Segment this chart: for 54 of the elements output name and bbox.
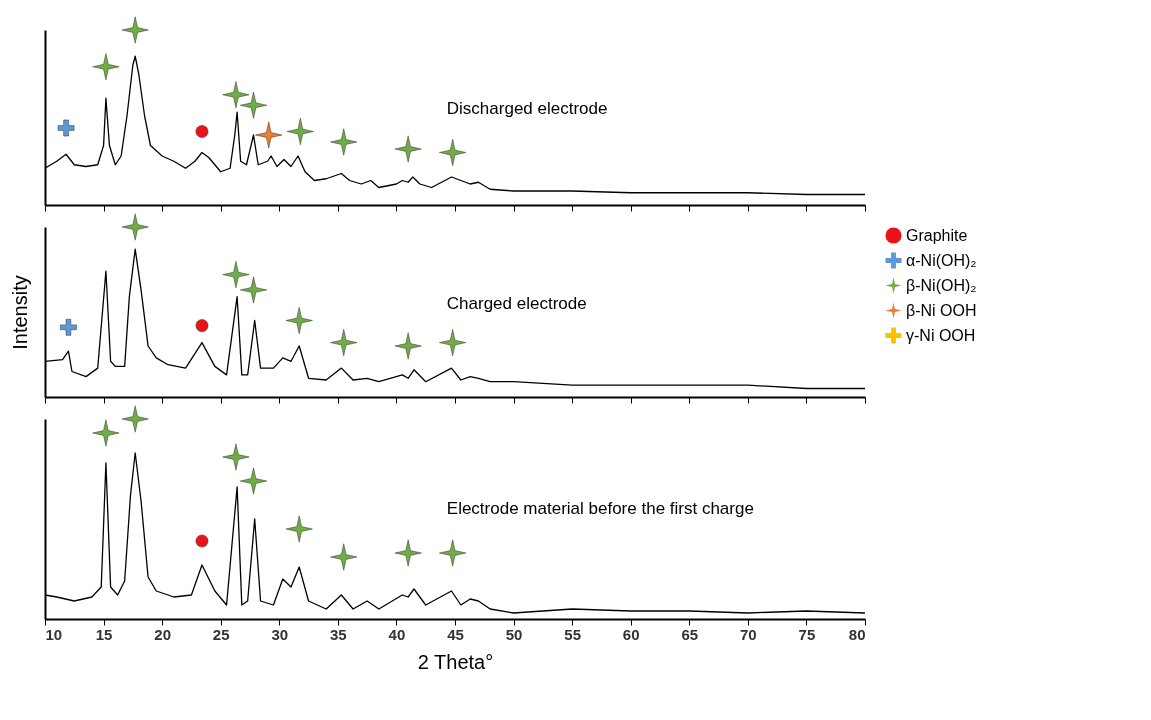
point (195, 534, 209, 548)
x-tick-label: 70 (740, 625, 757, 643)
point (439, 329, 467, 357)
x-tick-label: 60 (622, 625, 640, 643)
point (195, 319, 209, 332)
point (222, 261, 250, 289)
point (394, 135, 422, 163)
point (285, 515, 313, 543)
annotation: Charged electrode (446, 293, 587, 313)
legend-label: β-Ni OOH (906, 301, 977, 319)
point (394, 332, 422, 360)
point (57, 119, 75, 137)
point (255, 121, 283, 149)
legend-label: Graphite (906, 226, 968, 244)
point (240, 91, 267, 119)
point (439, 139, 467, 166)
y-axis-title: Intensity (8, 275, 31, 350)
x-tick-label: 65 (681, 625, 699, 643)
x-tick-label: 30 (271, 625, 289, 643)
point (330, 329, 358, 357)
point (222, 81, 250, 109)
x-tick-label: 45 (447, 625, 464, 643)
annotation: Discharged electrode (446, 98, 608, 118)
point (286, 118, 314, 145)
point (121, 213, 149, 241)
annotation: Electrode material before the first charge (446, 499, 754, 518)
x-tick-label: 75 (798, 625, 816, 643)
x-tick-label: 40 (388, 625, 406, 643)
point (330, 543, 358, 571)
point (240, 467, 267, 495)
x-tick-label: 15 (95, 625, 113, 643)
x-tick-label: 20 (154, 625, 171, 643)
point (394, 539, 422, 567)
x-tick-label: 35 (330, 625, 347, 643)
legend-label: γ-Ni OOH (906, 326, 976, 344)
point (92, 419, 120, 447)
x-tick-label: 10 (45, 625, 63, 643)
x-tick-label: 55 (564, 625, 581, 643)
legend-label: α-Ni(OH)₂ (906, 251, 977, 269)
x-axis-title: 2 Theta° (417, 650, 494, 673)
point (121, 405, 149, 433)
point (121, 16, 149, 44)
point (330, 128, 358, 156)
point (195, 125, 209, 138)
x-tick-label: 80 (848, 625, 866, 643)
point (240, 276, 267, 304)
x-tick-label: 25 (212, 625, 230, 643)
point (60, 318, 77, 336)
legend-label: β-Ni(OH)₂ (906, 276, 977, 294)
point (222, 443, 250, 471)
x-tick-label: 50 (505, 625, 523, 643)
point (285, 307, 313, 334)
point (92, 53, 120, 81)
point (439, 539, 467, 567)
